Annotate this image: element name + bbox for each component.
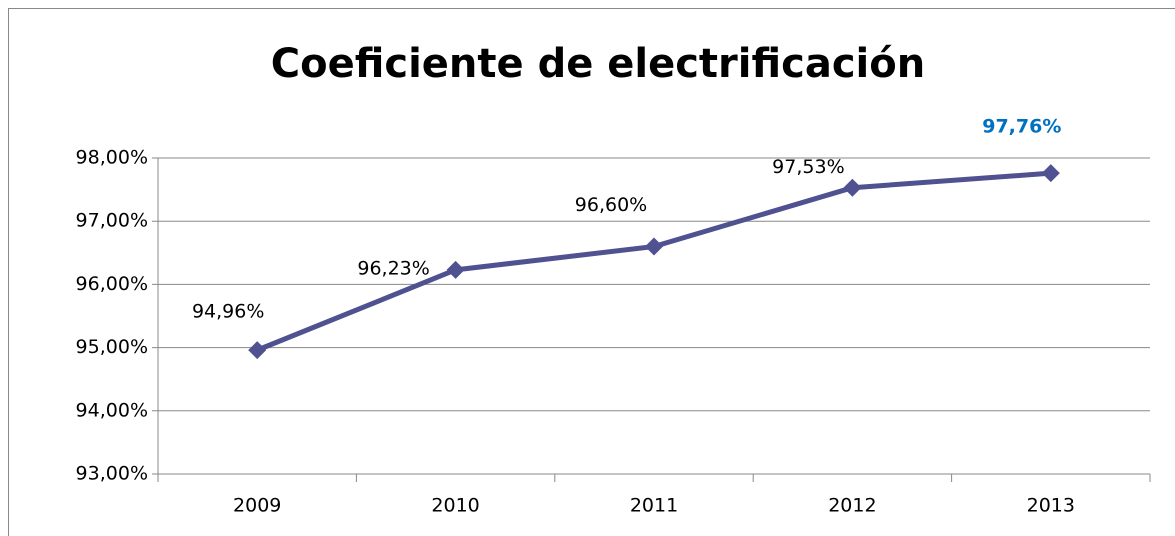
y-tick-label: 93,00%: [76, 463, 148, 485]
chart-frame: [8, 8, 1175, 536]
marker: [645, 237, 663, 256]
data-label: 97,53%: [772, 156, 844, 178]
y-tick-label: 95,00%: [76, 336, 148, 358]
marker: [1041, 164, 1060, 183]
y-tick-label: 98,00%: [76, 147, 148, 169]
chart-title: Coeficiente de electrificación: [271, 41, 925, 87]
marker: [843, 178, 862, 197]
x-tick-label: 2012: [828, 495, 876, 517]
y-tick-label: 94,00%: [76, 399, 148, 421]
data-label: 96,60%: [575, 194, 647, 216]
x-tick-label: 2010: [431, 495, 479, 517]
data-label: 94,96%: [192, 301, 264, 323]
marker: [446, 260, 465, 279]
x-tick-label: 2013: [1027, 495, 1075, 517]
y-tick-label: 96,00%: [76, 273, 148, 295]
x-tick-label: 2009: [233, 495, 281, 517]
data-label: 97,76%: [982, 116, 1061, 138]
data-label: 96,23%: [357, 257, 429, 279]
marker: [248, 341, 267, 360]
x-tick-label: 2011: [630, 495, 678, 517]
y-tick-label: 97,00%: [76, 210, 148, 232]
